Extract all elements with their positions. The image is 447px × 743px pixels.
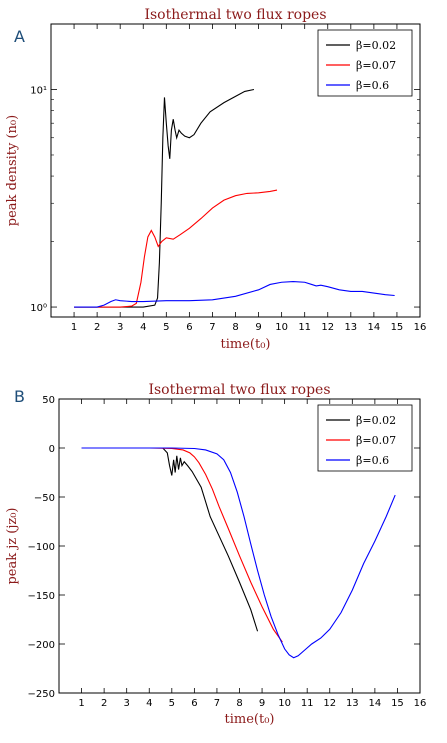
x-tick-label: 5 — [163, 322, 169, 333]
x-tick-label: 11 — [298, 322, 311, 333]
x-tick-label: 4 — [140, 322, 146, 333]
x-tick-label: 13 — [346, 698, 359, 709]
x-tick-label: 14 — [369, 698, 382, 709]
x-tick-label: 13 — [344, 322, 357, 333]
x-tick-label: 14 — [368, 322, 381, 333]
y-tick-label: −50 — [34, 493, 55, 504]
series-line-3 — [81, 447, 396, 659]
y-tick-label: −100 — [28, 542, 55, 553]
x-tick-label: 8 — [236, 698, 242, 709]
x-tick-label: 6 — [191, 698, 197, 709]
x-tick-label: 2 — [101, 698, 107, 709]
y-tick-label: −150 — [28, 591, 55, 602]
series-line-3 — [74, 280, 395, 308]
x-axis-label: time(t₀) — [225, 712, 275, 727]
x-tick-label: 1 — [78, 698, 84, 709]
x-tick-label: 15 — [391, 322, 404, 333]
x-tick-label: 10 — [275, 322, 288, 333]
legend-label: β=0.6 — [356, 79, 389, 92]
y-tick-label: 50 — [42, 395, 55, 406]
x-tick-label: 2 — [94, 322, 100, 333]
x-tick-label: 3 — [117, 322, 123, 333]
x-tick-label: 5 — [169, 698, 175, 709]
x-tick-label: 15 — [391, 698, 404, 709]
legend-label: β=0.07 — [356, 59, 396, 72]
x-tick-label: 12 — [323, 698, 336, 709]
y-axis-label: peak density (n₀) — [5, 115, 20, 226]
x-axis-label: time(t₀) — [221, 337, 271, 352]
x-tick-label: 9 — [255, 322, 261, 333]
series-line-2 — [74, 189, 278, 308]
x-tick-label: 3 — [124, 698, 130, 709]
x-tick-label: 6 — [186, 322, 192, 333]
y-tick-label: 10⁰ — [30, 303, 47, 314]
y-tick-label: −250 — [28, 689, 55, 700]
y-tick-label: 10¹ — [30, 85, 47, 96]
x-tick-label: 7 — [214, 698, 220, 709]
x-tick-label: 16 — [414, 698, 427, 709]
x-tick-label: 8 — [232, 322, 238, 333]
legend-label: β=0.07 — [356, 434, 396, 447]
legend-label: β=0.6 — [356, 454, 389, 467]
x-tick-label: 11 — [301, 698, 314, 709]
y-tick-label: −200 — [28, 640, 55, 651]
x-tick-label: 7 — [209, 322, 215, 333]
x-tick-label: 12 — [321, 322, 334, 333]
chart-title: Isothermal two flux ropes — [144, 7, 326, 23]
y-tick-label: 0 — [49, 444, 55, 455]
x-tick-label: 1 — [71, 322, 77, 333]
y-axis-label: peak jz (jz₀) — [5, 507, 20, 584]
panel-label: B — [14, 387, 25, 406]
legend-label: β=0.02 — [356, 414, 396, 427]
x-tick-label: 16 — [414, 322, 427, 333]
x-tick-label: 4 — [146, 698, 152, 709]
panel-label: A — [14, 27, 25, 46]
series-line-1 — [74, 88, 255, 308]
x-tick-label: 9 — [259, 698, 265, 709]
x-tick-label: 10 — [278, 698, 291, 709]
legend-label: β=0.02 — [356, 39, 396, 52]
chart-title: Isothermal two flux ropes — [148, 382, 330, 398]
